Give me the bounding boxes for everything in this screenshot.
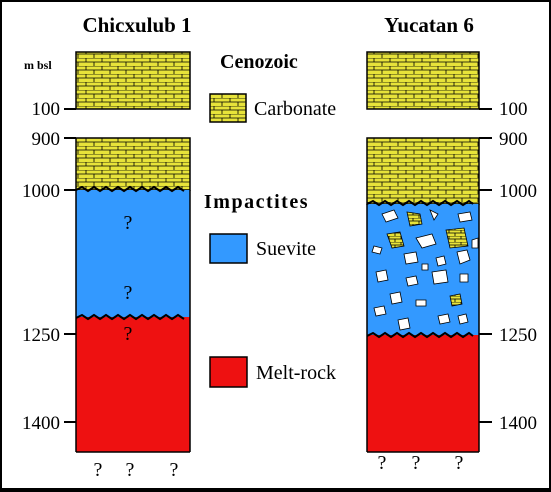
unknown-marker: ? [170,459,179,481]
legend-heading-cenozoic: Cenozoic [220,51,298,73]
legend-swatch-suevite [209,233,248,264]
right-depth-axis: 100 900 1000 1250 1400 [479,99,537,434]
unknown-marker: ? [126,459,135,481]
legend-label-melt-rock: Melt-rock [256,362,336,384]
chicxulub-carbonate-lower [75,137,191,191]
left-depth-axis: 100 900 1000 1250 1400 [22,99,76,434]
depth-tick-label: 100 [32,99,61,120]
depth-tick-label: 900 [32,129,61,150]
depth-tick-label: 1250 [499,325,537,346]
legend-heading-impactites: Impactites [204,191,309,213]
yucatan-column [366,51,480,453]
suevite-clasts [371,209,479,331]
legend: Cenozoic Carbonate Impactites Suevite Me… [204,51,336,388]
chicxulub-carbonate-upper [75,51,191,110]
legend-label-suevite: Suevite [256,238,316,260]
depth-tick-label: 100 [499,99,528,120]
column-title-chicxulub: Chicxulub 1 [82,13,191,37]
yucatan-contact-upper [366,199,474,207]
legend-swatch-carbonate [209,93,247,123]
legend-label-carbonate: Carbonate [254,98,336,120]
depth-tick-label: 1400 [22,413,60,434]
yucatan-carbonate-upper [366,51,480,110]
chicxulub-column: ? ? ? [75,51,191,453]
yucatan-carbonate-lower [366,137,480,205]
chicxulub-suevite-layer [76,190,190,317]
depth-tick-label: 1400 [499,413,537,434]
chicxulub-melt-rock-layer [76,317,190,452]
depth-unit-label: m bsl [24,58,52,72]
depth-tick-label: 900 [499,129,528,150]
legend-swatch-melt-rock [209,356,248,388]
unknown-marker: ? [124,212,133,234]
unknown-marker: ? [94,459,103,481]
unknown-marker: ? [455,452,464,474]
column-title-yucatan: Yucatan 6 [384,13,474,37]
yucatan-melt-rock-layer [367,335,479,452]
yucatan-contact-lower [366,331,474,339]
unknown-marker: ? [124,323,133,345]
unknown-marker: ? [412,452,421,474]
bottom-unknowns: ? ? ? ? ? ? [94,452,464,481]
unknown-marker: ? [124,282,133,304]
chicxulub-contact-lower [75,313,185,321]
depth-tick-label: 1000 [499,181,537,202]
depth-tick-label: 1250 [22,325,60,346]
depth-tick-label: 1000 [22,181,60,202]
chicxulub-contact-upper [75,185,185,193]
unknown-marker: ? [378,452,387,474]
